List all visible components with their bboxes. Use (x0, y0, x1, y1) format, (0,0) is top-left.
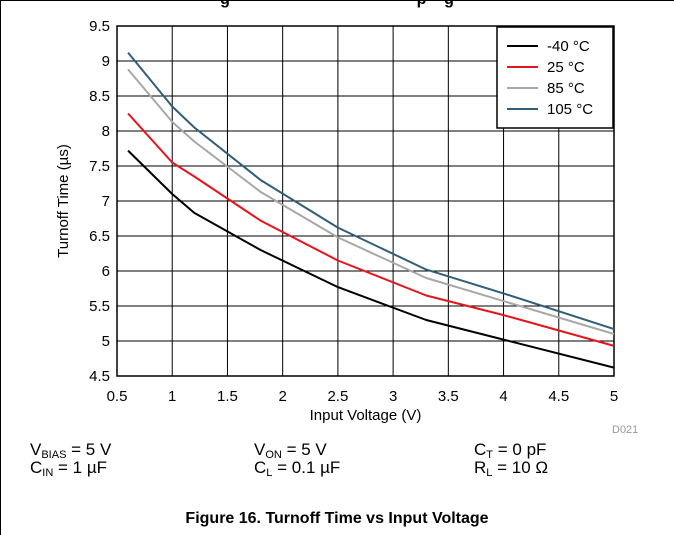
y-tick-label: 5.5 (89, 298, 110, 315)
legend-label-1: 25 °C (547, 59, 585, 76)
y-tick-label: 5 (102, 333, 110, 350)
y-tick-label: 9 (102, 53, 110, 70)
plot-id-label: D021 (612, 424, 639, 436)
series-line-1 (127, 112, 615, 347)
series-line-0 (127, 149, 615, 369)
y-tick-label: 6 (102, 263, 110, 280)
x-tick-label: 0.5 (107, 388, 128, 405)
x-tick-label: 2 (278, 388, 286, 405)
series-line-2 (127, 68, 615, 335)
x-tick-label: 5 (610, 388, 618, 405)
previous-figure-caption-fragment: g p g (0, 0, 674, 9)
condition-c-in: CIN = 1 µF (30, 458, 108, 479)
condition-r-l: RL = 10 Ω (474, 458, 549, 479)
legend-label-3: 105 °C (547, 101, 593, 118)
figure-caption: Figure 16. Turnoff Time vs Input Voltage (185, 510, 489, 527)
x-axis-label: Input Voltage (V) (310, 407, 422, 424)
x-tick-label: 4.5 (548, 388, 569, 405)
y-tick-label: 8.5 (89, 88, 110, 105)
x-tick-label: 3 (389, 388, 397, 405)
x-tick-label: 4 (499, 388, 507, 405)
condition-v-on: VON = 5 V (254, 440, 327, 461)
condition-c-t: CT = 0 pF (474, 440, 547, 461)
legend-label-2: 85 °C (547, 80, 585, 97)
y-axis-label: Turnoff Time (µs) (55, 144, 72, 258)
legend-label-0: -40 °C (547, 38, 590, 55)
left-rule (0, 0, 1, 535)
x-tick-label: 1 (168, 388, 176, 405)
y-tick-label: 4.5 (89, 368, 110, 385)
plot-area-border (116, 25, 615, 377)
x-tick-label: 3.5 (438, 388, 459, 405)
x-tick-label: 2.5 (327, 388, 348, 405)
condition-v-bias: VBIAS = 5 V (30, 440, 112, 461)
top-rule (0, 0, 674, 1)
y-tick-label: 9.5 (89, 18, 110, 35)
y-tick-label: 8 (102, 123, 110, 140)
y-tick-label: 7.5 (89, 158, 110, 175)
legend-box (496, 26, 614, 129)
y-tick-label: 7 (102, 193, 110, 210)
condition-c-l: CL = 0.1 µF (254, 458, 341, 479)
series-line-3 (127, 51, 615, 331)
y-tick-label: 6.5 (89, 228, 110, 245)
x-tick-label: 1.5 (217, 388, 238, 405)
